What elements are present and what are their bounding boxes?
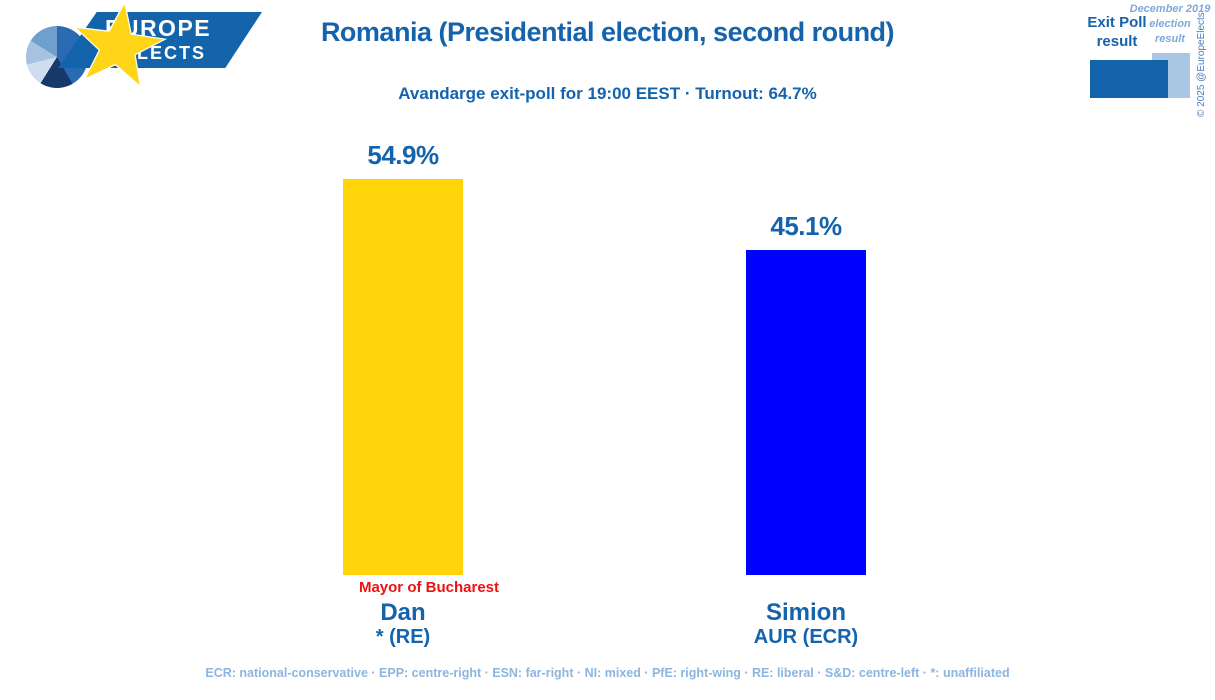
candidate-party: * (RE) — [375, 626, 431, 648]
bar-annotation: Mayor of Bucharest — [358, 579, 500, 596]
bar-simion — [746, 249, 866, 575]
exit-poll-swatch — [1090, 60, 1168, 98]
party-key-footer: ECR: national-conservative · EPP: centre… — [205, 666, 1010, 680]
candidate-name: Dan — [380, 599, 426, 626]
page-title: Romania (Presidential election, second r… — [320, 17, 895, 47]
candidate-party: AUR (ECR) — [753, 626, 859, 648]
legend-line: election — [1149, 18, 1191, 30]
bar-value-label: 45.1% — [770, 210, 842, 241]
bar-column-0: 54.9% Mayor of Bucharest Dan * (RE) — [278, 0, 528, 700]
europe-elects-logo: EUROPE ELECTS — [0, 0, 280, 100]
exit-poll-legend-label: Exit Poll result — [1080, 13, 1154, 51]
bar-value-label: 54.9% — [367, 140, 439, 171]
candidate-name: Simion — [765, 599, 846, 626]
legend-line: Exit Poll — [1087, 14, 1147, 31]
bar-column-1: 45.1% Simion AUR (ECR) — [681, 0, 931, 700]
legend-line: result — [1096, 33, 1138, 50]
bar-dan — [343, 179, 463, 575]
legend-line: December 2019 — [1129, 3, 1211, 15]
election-result-legend-label: December 2019 election result — [1128, 2, 1212, 47]
legend-line: result — [1155, 33, 1185, 45]
page-subtitle: Avandarge exit-poll for 19:00 EEST · Tur… — [398, 84, 817, 103]
